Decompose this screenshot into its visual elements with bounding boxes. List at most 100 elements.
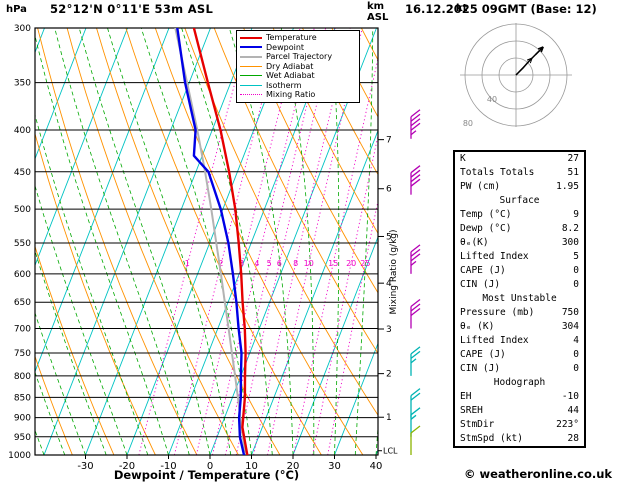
stats-value: 44 — [567, 405, 579, 416]
stats-row: Lifted Index 4 — [455, 334, 584, 348]
wind-barb — [410, 165, 421, 195]
plot-border — [34, 27, 379, 456]
stats-row: PW (cm) 1.95 — [455, 180, 584, 194]
legend-label: Parcel Trajectory — [266, 52, 333, 62]
legend-item-dry-adiabat: Dry Adiabat — [240, 62, 356, 72]
datetime-title: 16.12.2025 09GMT (Base: 12) — [405, 2, 597, 16]
stats-table: K 27 Totals Totals 51 PW (cm) 1.95 Surface Temp… — [453, 150, 586, 448]
stats-value: 9 — [573, 209, 579, 220]
station-title: 52°12'N 0°11'E 53m ASL — [50, 2, 214, 16]
svg-text:400: 400 — [14, 126, 31, 136]
stats-label: PW (cm) — [460, 181, 501, 192]
stats-value: 5 — [573, 251, 579, 262]
stats-label: θₑ (K) — [460, 321, 495, 332]
stats-value: 750 — [561, 307, 579, 318]
svg-text:300: 300 — [14, 24, 31, 34]
svg-text:30: 30 — [328, 461, 341, 472]
hodograph: 40 80 — [460, 23, 572, 128]
legend-line-sample — [240, 94, 262, 96]
stats-value: 223° — [556, 419, 579, 430]
legend-line-sample — [240, 36, 262, 39]
svg-text:4: 4 — [254, 259, 259, 268]
legend-item-dewpoint: Dewpoint — [240, 43, 356, 53]
stats-label: CIN (J) — [460, 279, 501, 290]
legend-label: Temperature — [266, 33, 317, 43]
stats-label: SREH — [460, 405, 483, 416]
altitude-axis-unit-asl: ASL — [367, 12, 389, 23]
stats-value: -10 — [561, 391, 579, 402]
sounding-profiles — [174, 28, 249, 455]
stats-value: 8.2 — [561, 223, 579, 234]
altitude-tick-labels: 1 2 3 4 5 6 7 — [378, 136, 392, 423]
svg-text:650: 650 — [14, 298, 31, 308]
legend-line-sample — [240, 65, 262, 67]
legend-item-mixing-ratio: Mixing Ratio — [240, 90, 356, 100]
stats-row: StmDir 223° — [455, 418, 584, 432]
stats-label: K — [460, 153, 466, 164]
stats-label: Lifted Index — [460, 251, 529, 262]
stats-label: StmDir — [460, 419, 495, 430]
svg-text:1000: 1000 — [8, 451, 31, 461]
stats-section-title: Hodograph — [493, 377, 546, 388]
stats-value: 28 — [567, 433, 579, 444]
stats-label: CIN (J) — [460, 363, 501, 374]
stats-row: StmSpd (kt) 28 — [455, 432, 584, 446]
svg-text:1: 1 — [185, 259, 190, 268]
stats-value: 4 — [573, 335, 579, 346]
stats-label: Pressure (mb) — [460, 307, 535, 318]
stats-row: SREH 44 — [455, 404, 584, 418]
svg-text:80: 80 — [463, 119, 473, 128]
svg-text:Mixing Ratio (g/kg): Mixing Ratio (g/kg) — [389, 229, 399, 314]
svg-text:700: 700 — [14, 325, 31, 335]
mixing-ratio-axis-label: Mixing Ratio (g/kg) — [389, 229, 399, 314]
stats-label: Totals Totals — [460, 167, 535, 178]
stats-label: CAPE (J) — [460, 349, 506, 360]
stats-row: Lifted Index 5 — [455, 250, 584, 264]
svg-text:5: 5 — [267, 259, 272, 268]
legend-item-isotherm: Isotherm — [240, 81, 356, 91]
legend-label: Dewpoint — [266, 42, 305, 52]
wind-barb — [410, 388, 421, 418]
legend-line-sample — [240, 84, 262, 86]
lcl-marker: LCL — [378, 447, 398, 456]
stats-row: Totals Totals 51 — [455, 166, 584, 180]
svg-text:LCL: LCL — [383, 447, 398, 456]
svg-text:-30: -30 — [77, 461, 93, 472]
svg-text:350: 350 — [14, 79, 31, 89]
temperature-axis-label: Dewpoint / Temperature (°C) — [113, 468, 300, 482]
stats-value: 0 — [573, 363, 579, 374]
legend-label: Wet Adiabat — [266, 71, 315, 81]
stats-label: Temp (°C) — [460, 209, 512, 220]
legend-line-sample — [240, 75, 262, 77]
legend-line-sample — [240, 46, 262, 49]
wind-barb — [410, 346, 421, 376]
chart-legend: Temperature Dewpoint Parcel Trajectory Dry … — [236, 30, 360, 103]
svg-text:10: 10 — [304, 259, 314, 268]
svg-text:1: 1 — [386, 413, 392, 423]
temperature-line — [192, 28, 249, 455]
stats-row: EH -10 — [455, 390, 584, 404]
svg-text:10: 10 — [245, 461, 258, 472]
svg-text:20: 20 — [346, 259, 356, 268]
wind-barbs — [410, 109, 421, 455]
svg-text:600: 600 — [14, 270, 31, 280]
pressure-tick-labels: 300 350 400 450 500 550 600 650 700 750 800 850 900 9… — [8, 24, 31, 461]
wind-barb — [410, 109, 421, 139]
copyright-text: © weatheronline.co.uk — [463, 467, 613, 481]
svg-text:3: 3 — [386, 325, 392, 335]
stats-row: CAPE (J) 0 — [455, 348, 584, 362]
stats-section-title: Most Unstable — [482, 293, 557, 304]
pressure-axis-unit: hPa — [6, 4, 27, 15]
dewpoint-line — [176, 28, 246, 455]
svg-text:5: 5 — [386, 232, 392, 242]
svg-text:-10: -10 — [160, 461, 176, 472]
stats-row: Temp (°C) 9 — [455, 208, 584, 222]
svg-text:950: 950 — [14, 433, 31, 443]
altitude-axis-unit-km: km — [367, 1, 385, 12]
svg-text:20: 20 — [287, 461, 300, 472]
svg-text:40: 40 — [370, 461, 383, 472]
stats-value: 0 — [573, 349, 579, 360]
stats-row: CIN (J) 0 — [455, 362, 584, 376]
stats-value: 27 — [567, 153, 579, 164]
svg-text:800: 800 — [14, 372, 31, 382]
